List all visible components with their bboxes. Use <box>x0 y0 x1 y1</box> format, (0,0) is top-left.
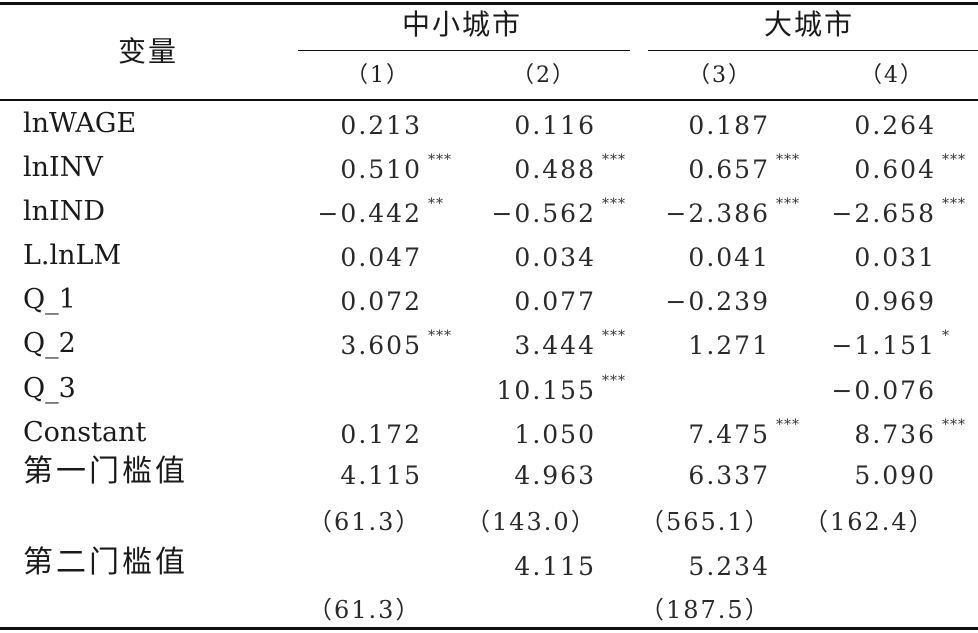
significance-stars: *** <box>428 152 452 168</box>
row-label: lnWAGE <box>23 108 137 139</box>
threshold-stat-cell: （187.5） <box>640 596 771 624</box>
coef-cell: 0.172 <box>340 420 422 449</box>
coef-cell: 0.488 <box>514 155 596 184</box>
coef-cell: 4.963 <box>514 461 596 490</box>
column-header-2: （2） <box>512 63 576 88</box>
row-label: lnINV <box>23 152 103 183</box>
coef-cell: 1.050 <box>514 420 596 449</box>
significance-stars: *** <box>942 196 966 212</box>
significance-stars: *** <box>942 152 966 168</box>
coef-cell: 10.155 <box>496 376 596 405</box>
coef-cell: 0.604 <box>854 155 936 184</box>
significance-stars: *** <box>776 152 800 168</box>
coef-cell: 0.213 <box>340 111 422 140</box>
coef-cell: 0.510 <box>340 155 422 184</box>
variable-header: 变量 <box>118 35 179 68</box>
threshold-stat-cell: （61.3） <box>308 508 422 536</box>
row-label: Q_2 <box>23 328 76 359</box>
group-rule-large-cities <box>648 50 978 51</box>
coef-cell: −0.076 <box>831 376 936 405</box>
coef-cell: −1.151 <box>831 331 936 360</box>
row-label: 第一门槛值 <box>23 454 188 489</box>
coef-cell: 0.077 <box>514 287 596 316</box>
coef-cell: 0.072 <box>340 287 422 316</box>
threshold-stat-cell: （162.4） <box>804 508 935 536</box>
column-header-4: （4） <box>860 63 924 88</box>
coef-cell: −2.658 <box>831 199 936 228</box>
significance-stars: *** <box>602 328 626 344</box>
coef-cell: 0.041 <box>688 243 770 272</box>
significance-stars: *** <box>776 196 800 212</box>
significance-stars: ** <box>428 196 444 212</box>
significance-stars: * <box>942 328 950 344</box>
coef-cell: 0.047 <box>340 243 422 272</box>
significance-stars: *** <box>602 196 626 212</box>
threshold-stat-cell: （565.1） <box>640 508 771 536</box>
coef-cell: 6.337 <box>688 461 770 490</box>
row-label: lnIND <box>23 196 105 227</box>
column-header-3: （3） <box>688 63 752 88</box>
row-label: L.lnLM <box>23 240 122 271</box>
coef-cell: 0.187 <box>688 111 770 140</box>
coef-cell: 8.736 <box>854 420 936 449</box>
coef-cell: 0.116 <box>514 111 596 140</box>
coef-cell: 5.234 <box>688 552 770 581</box>
group-header-large-cities: 大城市 <box>764 8 855 41</box>
significance-stars: *** <box>942 417 966 433</box>
threshold-stat-cell: （143.0） <box>466 508 597 536</box>
threshold-stat-cell: （61.3） <box>308 596 422 624</box>
coef-cell: 4.115 <box>514 552 596 581</box>
table-header-rule <box>0 99 978 101</box>
significance-stars: *** <box>776 417 800 433</box>
coef-cell: 0.264 <box>854 111 936 140</box>
coef-cell: −0.562 <box>491 199 596 228</box>
table-bottom-rule <box>0 627 978 630</box>
coef-cell: 0.657 <box>688 155 770 184</box>
coef-cell: 4.115 <box>340 461 422 490</box>
significance-stars: *** <box>428 328 452 344</box>
group-header-small-cities: 中小城市 <box>402 8 523 41</box>
group-rule-small-cities <box>298 50 630 51</box>
row-label: Constant <box>23 417 147 448</box>
coef-cell: 3.444 <box>514 331 596 360</box>
row-label: Q_1 <box>23 284 76 315</box>
coef-cell: −0.442 <box>317 199 422 228</box>
coef-cell: 7.475 <box>688 420 770 449</box>
significance-stars: *** <box>602 152 626 168</box>
coef-cell: 5.090 <box>854 461 936 490</box>
coef-cell: 0.034 <box>514 243 596 272</box>
significance-stars: *** <box>602 373 626 389</box>
coef-cell: −0.239 <box>665 287 770 316</box>
row-label: Q_3 <box>23 373 76 404</box>
coef-cell: 3.605 <box>340 331 422 360</box>
column-header-1: （1） <box>346 63 410 88</box>
coef-cell: 0.031 <box>854 243 936 272</box>
coef-cell: −2.386 <box>665 199 770 228</box>
table-top-rule <box>0 2 978 5</box>
row-label: 第二门槛值 <box>23 545 188 580</box>
coef-cell: 0.969 <box>854 287 936 316</box>
coef-cell: 1.271 <box>688 331 770 360</box>
